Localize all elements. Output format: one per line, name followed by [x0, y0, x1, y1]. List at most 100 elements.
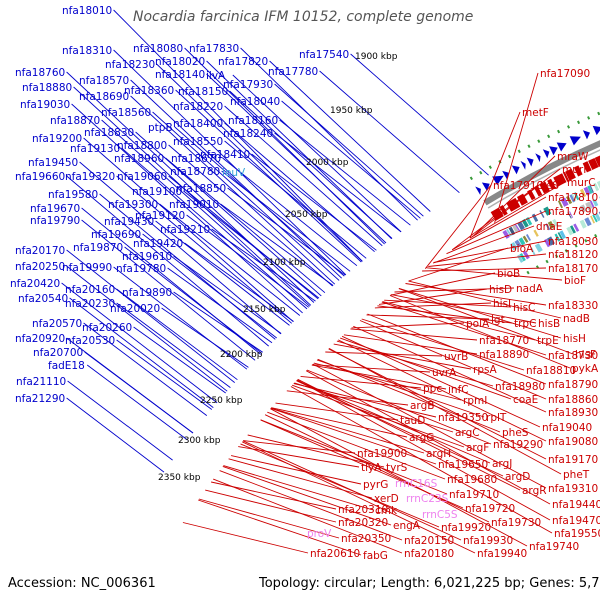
forward-gene-label: nfa18020	[155, 56, 205, 68]
reverse-gene-label: nfa19720	[465, 503, 515, 515]
forward-gene-label: nfa19450	[28, 157, 78, 169]
kbp-tick-label: 2050 kbp	[285, 210, 328, 220]
reverse-gene-block	[565, 168, 576, 181]
feature-band-segment	[560, 197, 569, 207]
forward-gene-label: nfa19320	[65, 171, 115, 183]
kbp-tick-label: 2200 kbp	[220, 350, 263, 360]
forward-gene-label: nfa19690	[91, 229, 141, 241]
reverse-leader-line	[275, 402, 399, 421]
reverse-leader-line	[381, 301, 547, 356]
reverse-leader-line	[231, 455, 362, 485]
reverse-gene-label: nfa19930	[463, 535, 513, 547]
rna-gene-label: proV	[307, 528, 332, 540]
feature-band-segment	[522, 235, 529, 243]
reverse-gene-label: rplT	[486, 412, 507, 424]
forward-gene-label: nfa19890	[122, 287, 172, 299]
forward-gene-label: nfa19670	[30, 203, 80, 215]
forward-gene-arrow	[556, 142, 567, 152]
feature-band-segment	[543, 206, 552, 216]
reverse-gene-label: nfa19900	[357, 448, 407, 460]
feature-band-segment	[573, 192, 580, 201]
forward-leader-line	[83, 322, 208, 416]
reverse-gene-label: metF	[522, 107, 549, 119]
forward-leader-line	[224, 105, 383, 247]
kbp-tick-label: 2100 kbp	[263, 258, 306, 268]
feature-band-segment	[579, 219, 587, 229]
reverse-leader-line	[338, 339, 547, 442]
forward-leader-line	[152, 111, 340, 281]
reverse-gene-label: nfa19170	[548, 454, 598, 466]
reverse-gene-label: argH	[426, 448, 451, 460]
reverse-gene-label: argG	[409, 432, 434, 444]
rna-gene-labels: rrnC16S rrnC23S rrnC5S proV	[307, 478, 458, 540]
reverse-leader-line	[469, 111, 521, 239]
reverse-gene-label: murC	[567, 177, 596, 189]
feature-band-segment	[590, 215, 595, 224]
reverse-gene-label: argJ	[492, 458, 512, 470]
reverse-leader-line	[377, 305, 513, 324]
reverse-leader-line	[306, 369, 492, 445]
feature-band-segment	[559, 230, 567, 239]
forward-gene-label: nfa18150	[178, 86, 228, 98]
feature-band-segment	[525, 234, 532, 242]
forward-leader-line	[133, 326, 226, 394]
reverse-leader-line	[242, 440, 462, 541]
feature-band-segment	[516, 254, 524, 263]
forward-leader-line	[86, 364, 188, 441]
reverse-leader-line	[297, 378, 521, 491]
forward-leader-line	[184, 242, 294, 322]
feature-band-segment	[506, 228, 513, 237]
reverse-gene-label: uvrB	[444, 351, 468, 363]
forward-leader-line	[281, 100, 421, 219]
reverse-leader-line	[182, 522, 309, 554]
reverse-gene-block	[594, 155, 600, 167]
feature-band-segment	[545, 223, 551, 231]
forward-gene-label: nfa19210	[160, 224, 210, 236]
reverse-gene-label: nfa18810	[526, 365, 576, 377]
reverse-leader-line	[198, 499, 362, 556]
reverse-gene-label: nfa20320	[338, 517, 388, 529]
forward-leader-line	[174, 126, 345, 277]
reverse-gene-label: nfa17810	[548, 192, 598, 204]
forward-gene-label: nfa18830	[84, 127, 134, 139]
reverse-leader-line	[451, 196, 547, 251]
reverse-leader-line	[361, 318, 525, 371]
reverse-gene-label: trpC	[514, 318, 536, 330]
reverse-gene-label: polA	[466, 318, 490, 330]
feature-band-segment	[565, 195, 573, 205]
forward-leader-line	[350, 53, 489, 176]
forward-gene-arrow	[511, 165, 520, 175]
reverse-leader-line	[469, 181, 566, 239]
forward-leader-line	[66, 71, 315, 303]
feature-band-segment	[539, 210, 545, 218]
forward-gene-label: nfa20920	[15, 333, 65, 345]
reverse-leader-line	[271, 407, 408, 438]
forward-gene-label: nfa18800	[117, 140, 167, 152]
reverse-gene-label: nfa19290	[493, 439, 543, 451]
forward-leader-line	[165, 157, 326, 294]
reverse-leader-line	[353, 325, 547, 413]
reverse-leader-line	[296, 380, 504, 477]
reverse-leader-line	[378, 288, 488, 305]
forward-gene-label: nfa20250	[15, 261, 65, 273]
reverse-leader-line	[424, 184, 492, 269]
reverse-gene-label: tlyA	[361, 462, 382, 474]
reverse-gene-label: nfa19080	[548, 436, 598, 448]
feature-band-segment	[584, 217, 592, 227]
reverse-leader-line	[264, 414, 490, 523]
reverse-gene-label: nfa20610	[310, 548, 360, 560]
forward-gene-label: nfa20570	[32, 318, 82, 330]
reverse-gene-label: nfa18170	[548, 263, 598, 275]
reverse-gene-label: murF	[562, 164, 589, 176]
reverse-gene-label: ppc	[423, 383, 442, 395]
reverse-leader-line	[389, 295, 571, 369]
reverse-leader-line	[290, 386, 553, 534]
reverse-gene-label: rpsA	[473, 364, 497, 376]
reverse-gene-label: nfa19350	[438, 412, 488, 424]
reverse-gene-label: hisD	[489, 284, 512, 296]
reverse-leader-line	[305, 370, 551, 505]
reverse-leader-line	[223, 465, 374, 511]
feature-band-segment	[596, 180, 600, 190]
forward-gene-label: nfa18690	[79, 91, 129, 103]
